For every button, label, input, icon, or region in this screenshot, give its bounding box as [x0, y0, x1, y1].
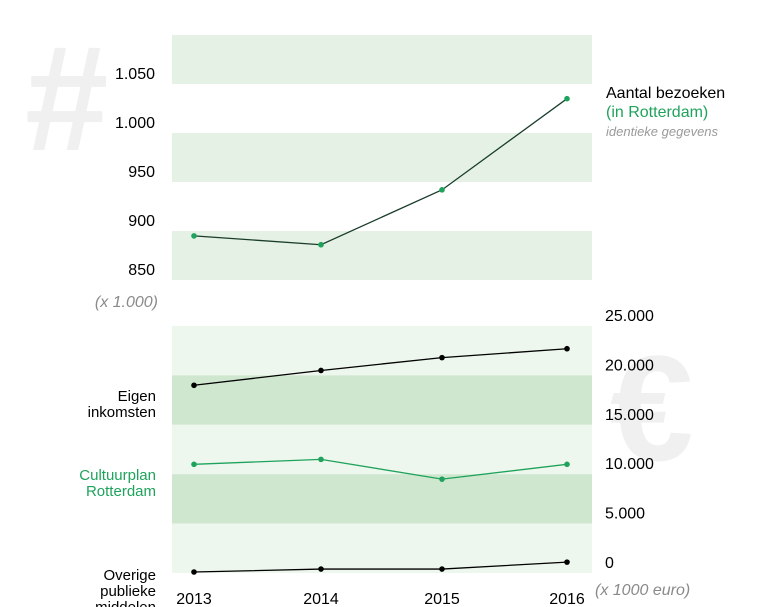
point: [191, 382, 197, 389]
series-label: Overige publieke middelen: [95, 567, 156, 607]
band: [172, 523, 592, 573]
y-tick-label: 10.000: [605, 456, 654, 473]
y-tick-label: 25.000: [605, 308, 654, 325]
band: [172, 424, 592, 475]
band: [172, 474, 592, 524]
band: [172, 133, 592, 182]
watermark: #: [25, 14, 108, 182]
point: [564, 559, 570, 565]
series-label: Cultuurplan Rotterdam: [79, 467, 156, 501]
point: [439, 354, 445, 361]
legend-label: Aantal bezoeken: [606, 85, 725, 102]
band: [172, 326, 592, 376]
y-tick-label: 1.050: [115, 66, 155, 83]
band: [172, 84, 592, 133]
x-tick-label: 2015: [424, 591, 460, 607]
x-tick-label: 2016: [549, 591, 585, 607]
legend-note: identieke gegevens: [606, 124, 719, 139]
y-tick-label: 900: [128, 213, 155, 230]
band: [172, 35, 592, 84]
y-tick-label: 5.000: [605, 506, 645, 523]
unit-label: (x 1000 euro): [595, 582, 690, 599]
band: [172, 375, 592, 425]
unit-label: (x 1.000): [95, 294, 158, 311]
series-line: [193, 98, 568, 246]
point: [318, 566, 324, 572]
series-label: Eigen inkomsten: [87, 388, 156, 422]
watermark: €: [610, 324, 693, 492]
band: [172, 182, 592, 231]
point: [191, 461, 197, 468]
y-tick-label: 0: [605, 555, 614, 572]
series-line: [193, 348, 568, 386]
point: [439, 187, 445, 193]
y-tick-label: 20.000: [605, 357, 654, 374]
point: [318, 456, 324, 463]
point: [191, 569, 197, 575]
point: [564, 345, 570, 352]
series-line: [193, 561, 568, 573]
x-tick-label: 2013: [176, 591, 212, 607]
legend-subtitle: (in Rotterdam): [606, 104, 708, 121]
point: [318, 367, 324, 374]
point: [318, 241, 324, 248]
y-tick-label: 1.000: [115, 115, 155, 132]
point: [439, 566, 445, 572]
point: [191, 233, 197, 239]
point: [439, 476, 445, 482]
point: [564, 95, 570, 102]
point: [564, 461, 570, 468]
y-tick-label: 850: [128, 262, 155, 279]
y-tick-label: 950: [128, 164, 155, 181]
y-tick-label: 15.000: [605, 407, 654, 424]
x-tick-label: 2014: [303, 591, 339, 607]
series-line: [193, 458, 568, 480]
